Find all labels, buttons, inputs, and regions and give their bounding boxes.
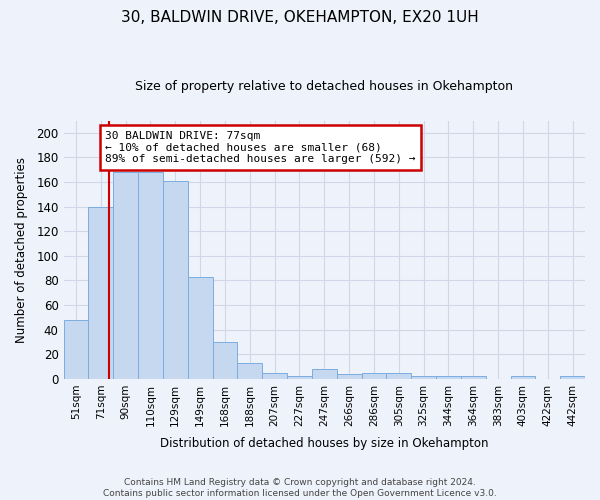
Text: 30, BALDWIN DRIVE, OKEHAMPTON, EX20 1UH: 30, BALDWIN DRIVE, OKEHAMPTON, EX20 1UH <box>121 10 479 25</box>
Bar <box>238 363 262 379</box>
Bar <box>113 172 138 379</box>
Bar <box>262 373 287 379</box>
Bar <box>411 376 436 379</box>
Bar <box>212 342 238 379</box>
Bar <box>337 374 362 379</box>
Bar <box>312 369 337 379</box>
Bar <box>287 376 312 379</box>
Text: Contains HM Land Registry data © Crown copyright and database right 2024.
Contai: Contains HM Land Registry data © Crown c… <box>103 478 497 498</box>
Y-axis label: Number of detached properties: Number of detached properties <box>15 156 28 342</box>
Bar <box>88 206 113 379</box>
Text: 30 BALDWIN DRIVE: 77sqm
← 10% of detached houses are smaller (68)
89% of semi-de: 30 BALDWIN DRIVE: 77sqm ← 10% of detache… <box>105 131 416 164</box>
Bar <box>188 277 212 379</box>
Bar <box>511 376 535 379</box>
Bar <box>64 320 88 379</box>
Bar <box>461 376 485 379</box>
Bar <box>560 376 585 379</box>
Bar <box>138 172 163 379</box>
X-axis label: Distribution of detached houses by size in Okehampton: Distribution of detached houses by size … <box>160 437 488 450</box>
Title: Size of property relative to detached houses in Okehampton: Size of property relative to detached ho… <box>135 80 513 93</box>
Bar <box>436 376 461 379</box>
Bar <box>386 373 411 379</box>
Bar <box>163 181 188 379</box>
Bar <box>362 373 386 379</box>
